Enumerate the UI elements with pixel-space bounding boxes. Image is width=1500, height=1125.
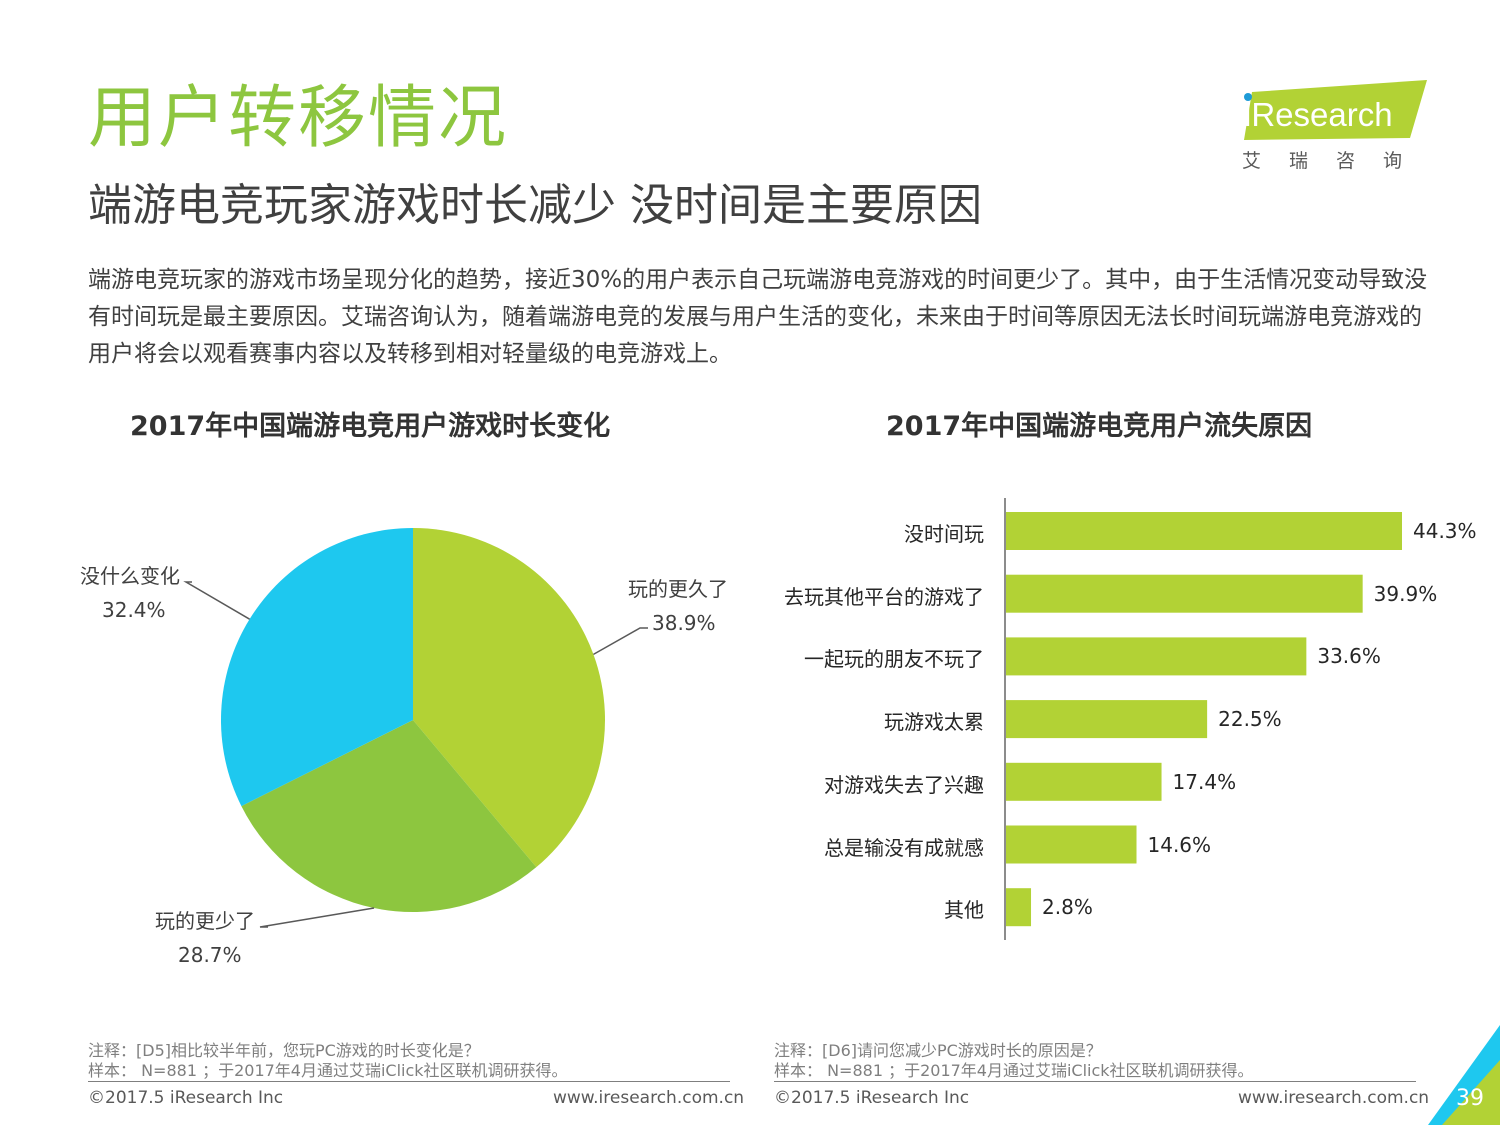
bar-2 xyxy=(1006,637,1307,676)
bar-category-label: 其他 xyxy=(944,898,984,923)
right-url: www.iresearch.com.cn xyxy=(1238,1088,1430,1108)
pie-label-more-name: 玩的更久了 xyxy=(628,577,728,601)
bar-5 xyxy=(1006,825,1137,864)
bar-chart xyxy=(1004,498,1402,940)
leader-line-less xyxy=(259,907,375,928)
bar-value-label: 2.8% xyxy=(1042,895,1093,920)
leader-line-same xyxy=(183,581,250,620)
pie-slice-same xyxy=(221,528,413,807)
pie-label-more: 玩的更久了 38.9% xyxy=(628,572,728,640)
pie-label-same: 没什么变化 32.4% xyxy=(80,559,180,627)
left-copyright: ©2017.5 iResearch Inc xyxy=(88,1088,284,1108)
bar-value-label: 14.6% xyxy=(1147,832,1212,857)
right-note-sample: 样本： N=881 ；于2017年4月通过艾瑞iClick社区联机调研获得。 xyxy=(774,1061,1254,1080)
corner-decoration xyxy=(1428,1025,1500,1125)
leader-line-more xyxy=(593,627,648,656)
page-title: 用户转移情况 xyxy=(88,79,509,158)
bar-chart-title: 2017年中国端游电竞用户流失原因 xyxy=(886,411,1313,442)
bar-category-label: 一起玩的朋友不玩了 xyxy=(804,647,984,672)
pie-label-same-name: 没什么变化 xyxy=(80,564,180,588)
bar-value-label: 33.6% xyxy=(1317,644,1381,669)
bar-category-label: 总是输没有成就感 xyxy=(824,835,984,860)
iresearch-logo: iResearch xyxy=(1244,80,1427,140)
bar-value-label: 44.3% xyxy=(1413,519,1477,543)
bar-4 xyxy=(1006,762,1162,801)
bar-category-label: 对游戏失去了兴趣 xyxy=(824,772,984,797)
bar-0 xyxy=(1006,512,1402,550)
summary-paragraph: 端游电竞玩家的游戏市场呈现分化的趋势，接近30%的用户表示自己玩端游电竞游戏的时… xyxy=(88,267,1428,367)
pie-label-less-name: 玩的更少了 xyxy=(155,909,255,933)
bar-3 xyxy=(1006,700,1208,739)
logo-text: iResearch xyxy=(1244,96,1393,133)
pie-label-same-value: 32.4% xyxy=(102,598,166,622)
left-url: www.iresearch.com.cn xyxy=(553,1088,745,1108)
right-footer-rule xyxy=(774,1081,1416,1082)
bar-category-label: 没时间玩 xyxy=(904,522,984,546)
pie-chart-title: 2017年中国端游电竞用户游戏时长变化 xyxy=(130,411,611,442)
right-copyright: ©2017.5 iResearch Inc xyxy=(774,1088,970,1108)
left-note-question: 注释：[D5]相比较半年前，您玩PC游戏的时长变化是？ xyxy=(88,1041,480,1060)
pie-chart xyxy=(183,528,648,928)
pie-slice-less xyxy=(241,720,537,912)
bar-value-label: 17.4% xyxy=(1172,769,1237,794)
bar-value-label: 22.5% xyxy=(1218,707,1282,732)
bar-category-label: 玩游戏太累 xyxy=(884,710,984,735)
page-number: 39 xyxy=(1456,1086,1484,1111)
left-footer-rule xyxy=(88,1081,730,1082)
right-note-question: 注释：[D6]请问您减少PC游戏时长的原因是？ xyxy=(774,1041,1102,1060)
right-note: 注释：[D6]请问您减少PC游戏时长的原因是？ 样本： N=881 ；于2017… xyxy=(774,1041,1254,1081)
pie-slice-more xyxy=(413,528,606,868)
left-note-sample: 样本： N=881 ；于2017年4月通过艾瑞iClick社区联机调研获得。 xyxy=(88,1061,568,1080)
bar-value-label: 39.9% xyxy=(1373,581,1438,606)
bar-category-label: 去玩其他平台的游戏了 xyxy=(784,584,984,609)
pie-label-more-value: 38.9% xyxy=(652,611,716,635)
bar-1 xyxy=(1006,574,1363,613)
bar-6 xyxy=(1006,888,1032,927)
pie-label-less: 玩的更少了 28.7% xyxy=(155,904,255,972)
logo-subtext: 艾瑞咨询 xyxy=(1242,150,1431,172)
left-note: 注释：[D5]相比较半年前，您玩PC游戏的时长变化是？ 样本： N=881 ；于… xyxy=(88,1041,568,1081)
pie-label-less-value: 28.7% xyxy=(178,943,242,967)
page-subtitle: 端游电竞玩家游戏时长减少 没时间是主要原因 xyxy=(88,180,982,231)
